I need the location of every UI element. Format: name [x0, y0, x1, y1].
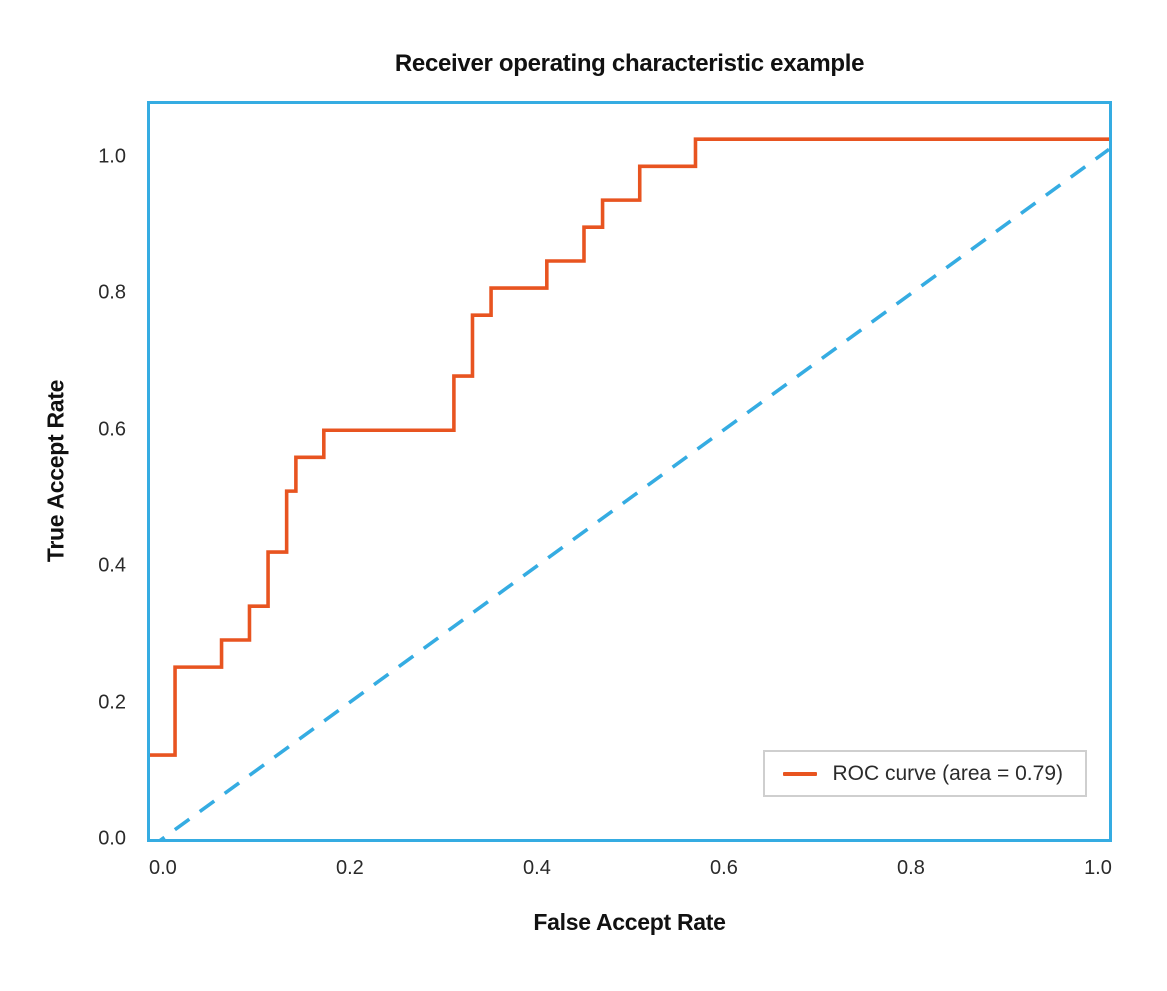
chart-title: Receiver operating characteristic exampl… — [394, 50, 865, 77]
x-tick-label: 0.6 — [710, 857, 738, 879]
roc-curve-legend-label: ROC curve (area = 0.79) — [832, 761, 1063, 785]
x-tick-label: 0.0 — [148, 857, 177, 879]
x-tick-label: 1.0 — [1084, 857, 1112, 879]
y-tick-label: 0.4 — [98, 554, 126, 577]
chance-diagonal-line — [159, 147, 1109, 839]
plot-area: ROC curve (area = 0.79) — [147, 101, 1112, 842]
roc-curve-line — [150, 137, 1109, 757]
legend: ROC curve (area = 0.79) — [763, 750, 1087, 797]
y-tick-label: 0.2 — [98, 691, 126, 714]
y-tick-label: 1.0 — [98, 145, 126, 168]
roc-curve-legend-swatch-icon — [783, 771, 818, 776]
y-tick-label: 0.6 — [98, 418, 126, 441]
x-tick-label: 0.2 — [336, 857, 364, 879]
y-axis-label: True Accept Rate — [42, 379, 69, 563]
y-tick-label: 0.8 — [98, 281, 126, 304]
plot-canvas — [150, 137, 1109, 839]
x-axis-label: False Accept Rate — [533, 909, 726, 935]
x-tick-label: 0.8 — [897, 857, 925, 879]
x-tick-label: 0.4 — [523, 857, 551, 879]
y-tick-label: 0.0 — [98, 827, 126, 850]
